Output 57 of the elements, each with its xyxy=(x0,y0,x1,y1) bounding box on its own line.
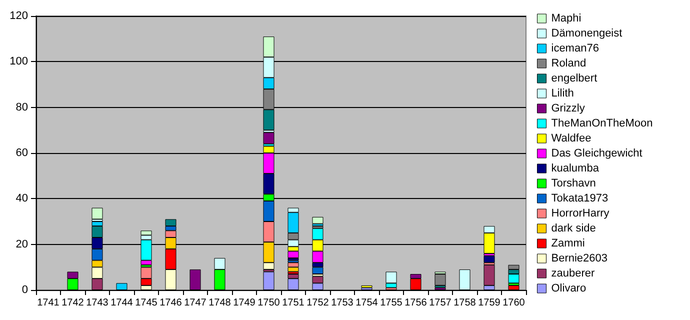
y-tick-label: 120 xyxy=(10,10,28,22)
x-tick-label: 1749 xyxy=(233,298,256,308)
x-tick-label: 1754 xyxy=(356,298,378,308)
legend-label: Torshavn xyxy=(551,178,596,190)
legend-label: engelbert xyxy=(551,72,598,84)
x-tick-label: 1741 xyxy=(37,298,60,308)
x-tick-label: 1746 xyxy=(160,298,182,308)
legend-label: Bernie2603 xyxy=(551,252,608,264)
x-tick-label: 1747 xyxy=(184,298,207,308)
x-tick-label: 1756 xyxy=(404,298,428,308)
legend-label: Grizzly xyxy=(551,102,586,114)
legend-label: Das Gleichgewicht xyxy=(551,148,642,160)
bar xyxy=(312,216,324,224)
legend-label: HorrorHarry xyxy=(551,208,610,220)
bar xyxy=(508,285,520,290)
x-tick-label: 1745 xyxy=(135,298,158,308)
y-tick-label: 20 xyxy=(16,238,28,250)
y-tick-label: 40 xyxy=(16,192,28,205)
x-tick-label: 1753 xyxy=(331,298,354,308)
x-tick-label: 1759 xyxy=(478,298,501,308)
bar xyxy=(434,274,446,286)
legend-label: dark side xyxy=(551,222,596,234)
bar xyxy=(263,132,274,144)
legend-label: Olivaro xyxy=(551,282,586,294)
legend-label: kualumba xyxy=(551,162,600,174)
x-tick-label: 1742 xyxy=(62,298,84,308)
legend-label: Roland xyxy=(551,58,586,70)
x-tick-label: 1760 xyxy=(502,298,526,308)
y-tick-label: 0 xyxy=(22,284,28,296)
x-tick-label: 1758 xyxy=(454,298,476,308)
x-tick-label: 1755 xyxy=(380,298,403,308)
x-tick-label: 1748 xyxy=(208,298,232,308)
x-tick-label: 1752 xyxy=(306,298,330,308)
legend-label: iceman76 xyxy=(551,42,599,54)
legend-label: TheManOnTheMoon xyxy=(551,118,653,130)
y-tick-label: 100 xyxy=(10,56,28,68)
bar xyxy=(116,283,128,290)
legend-label: Waldfee xyxy=(551,132,592,144)
x-tick-label: 1757 xyxy=(429,298,452,308)
legend-label: Maphi xyxy=(551,12,582,24)
bar xyxy=(484,256,495,263)
x-tick-label: 1751 xyxy=(282,298,305,308)
bar xyxy=(459,269,470,290)
legend-label: Zammi xyxy=(551,238,585,250)
x-tick-label: 1750 xyxy=(258,298,280,308)
y-tick-label: 80 xyxy=(16,101,28,114)
bar xyxy=(190,269,201,290)
legend-label: Dämonengeist xyxy=(551,28,622,40)
legend-label: Tokata1973 xyxy=(551,192,608,204)
y-tick-label: 60 xyxy=(16,147,28,159)
bar xyxy=(165,219,176,226)
x-tick-label: 1744 xyxy=(110,298,134,308)
legend-label: zauberer xyxy=(551,268,595,280)
legend-label: Lilith xyxy=(551,88,574,100)
bar xyxy=(263,272,274,290)
x-tick-label: 1743 xyxy=(86,298,109,308)
bar xyxy=(92,208,103,220)
